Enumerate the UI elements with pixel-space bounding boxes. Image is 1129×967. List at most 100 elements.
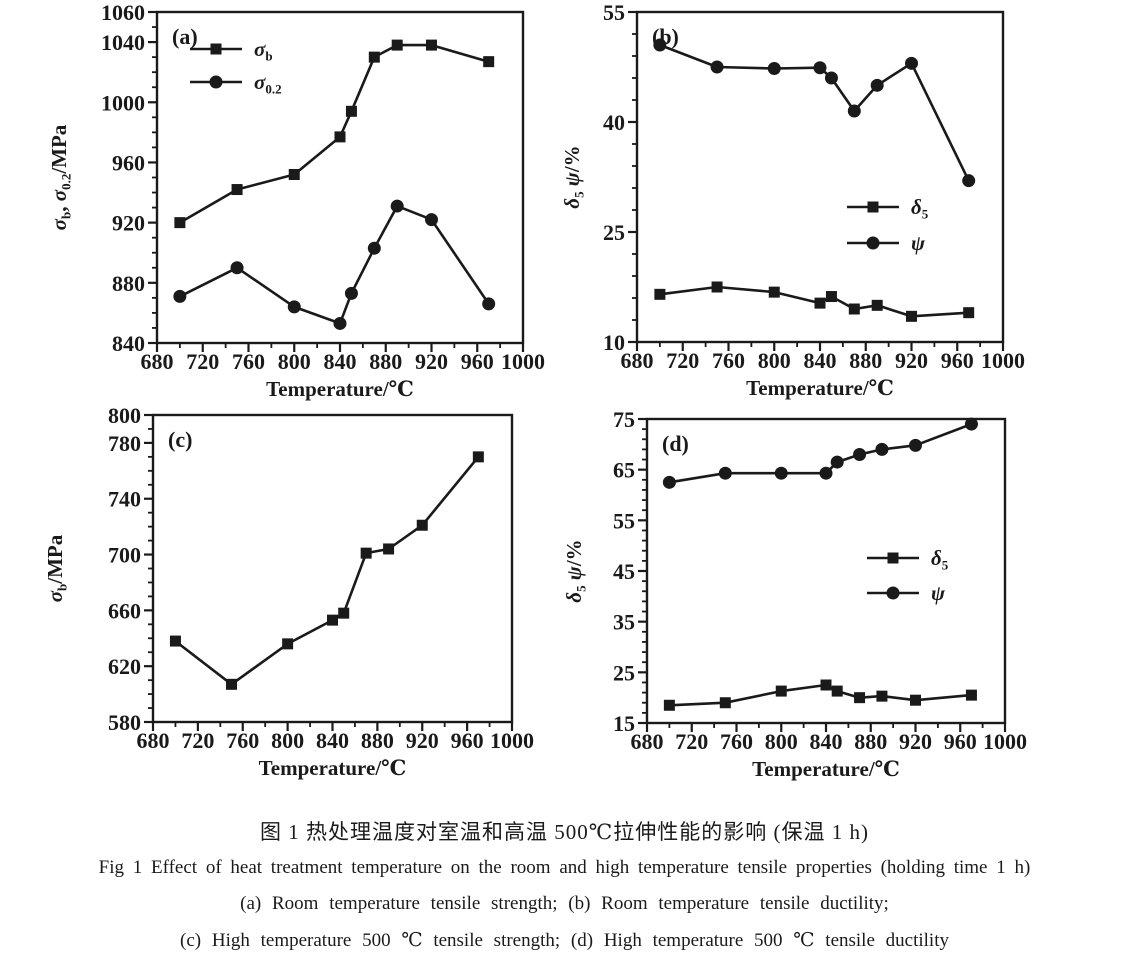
circle-marker xyxy=(886,586,900,600)
square-marker xyxy=(906,310,917,322)
chart-d-y-axis: 15 25 35 45 55 65 75 xyxy=(613,407,647,736)
chart-c-y-tick-label: 620 xyxy=(108,654,141,679)
circle-marker xyxy=(718,466,732,480)
caption-chinese: 图 1 热处理温度对室温和高温 500℃拉伸性能的影响 (保温 1 h) xyxy=(260,820,869,844)
chart-c-x-tick-label: 1000 xyxy=(490,728,534,753)
square-marker xyxy=(825,291,837,303)
circle-marker xyxy=(774,466,788,480)
circle-marker xyxy=(830,455,844,469)
caption-subpanels-ab: (a) Room temperature tensile strength; (… xyxy=(240,893,889,914)
chart-c-y-axis-title: σb/MPa xyxy=(43,534,70,602)
square-marker xyxy=(965,689,977,701)
chart-panel-c: 680 720 760 800 840 880 920 960 1000 Temperature/… xyxy=(0,400,565,820)
chart-c-y-tick-label: 740 xyxy=(108,487,141,512)
chart-panel-b: 680 720 760 800 840 880 920 960 1000 Temperature/… xyxy=(560,0,1129,400)
square-marker xyxy=(416,519,428,531)
square-marker xyxy=(867,201,879,213)
square-marker xyxy=(876,690,888,702)
circle-marker xyxy=(662,475,676,489)
chart-c-y-tick-label: 660 xyxy=(108,598,141,623)
chart-c-y-tick-label: 580 xyxy=(108,710,141,735)
caption-subpanels-cd: (c) High temperature 500 ℃ tensile stren… xyxy=(180,930,949,951)
square-marker xyxy=(831,685,843,697)
chart-d-x-tick-label: 760 xyxy=(720,729,753,754)
chart-d-y-axis-title: δ5 ψ/% xyxy=(562,539,589,602)
chart-b-x-tick-label: 800 xyxy=(758,348,791,373)
chart-a-y-tick-label: 880 xyxy=(112,271,145,296)
chart-c-x-axis: 680 720 760 800 840 880 920 960 1000 Temperature/… xyxy=(137,722,534,780)
circle-marker xyxy=(875,442,889,456)
chart-a-legend: σb σ0.2 xyxy=(190,37,282,97)
square-marker xyxy=(338,607,350,619)
series-line xyxy=(174,456,480,686)
square-marker xyxy=(231,184,243,196)
chart-b-series-1 xyxy=(653,38,976,188)
chart-c-y-tick-label: 780 xyxy=(108,431,141,456)
chart-c-y-tick-label: 700 xyxy=(108,543,141,568)
chart-d-x-tick-label: 680 xyxy=(631,729,664,754)
square-marker xyxy=(334,131,346,143)
chart-a-x-tick-label: 680 xyxy=(141,349,174,374)
square-marker xyxy=(663,699,675,711)
chart-a-series-1 xyxy=(173,199,496,330)
chart-a-legend-label-1: σ0.2 xyxy=(254,70,282,97)
chart-b-svg: 680 720 760 800 840 880 920 960 1000 Temperature/… xyxy=(560,0,1025,400)
chart-c-svg: 680 720 760 800 840 880 920 960 1000 Temperature/… xyxy=(43,403,534,780)
chart-d-y-tick-label: 15 xyxy=(613,711,635,736)
circle-marker xyxy=(333,316,347,330)
chart-a-x-tick-label: 960 xyxy=(461,349,494,374)
chart-b-x-tick-label: 960 xyxy=(941,348,974,373)
chart-a-y-tick-label: 920 xyxy=(112,211,145,236)
chart-c-x-axis-title: Temperature/℃ xyxy=(259,756,407,780)
square-marker xyxy=(871,299,883,311)
chart-a-panel-label: (a) xyxy=(172,24,198,49)
circle-marker xyxy=(173,289,187,303)
square-marker xyxy=(426,39,437,51)
chart-a-svg: 680 720 760 800 840 880 920 960 1000 Temperature/… xyxy=(47,0,545,401)
chart-d-legend: δ5 ψ xyxy=(867,546,949,605)
square-marker xyxy=(768,286,780,298)
chart-d-y-tick-label: 65 xyxy=(613,458,635,483)
circle-marker xyxy=(819,466,833,480)
chart-c-x-tick-label: 840 xyxy=(316,728,349,753)
chart-d-series-1 xyxy=(662,417,978,489)
chart-a-x-tick-label: 880 xyxy=(369,349,402,374)
square-marker xyxy=(327,614,338,626)
square-marker xyxy=(854,692,866,704)
chart-c-frame xyxy=(151,413,514,724)
chart-d-x-tick-label: 920 xyxy=(899,729,932,754)
chart-a-x-tick-label: 1000 xyxy=(501,349,545,374)
chart-c-x-tick-label: 800 xyxy=(271,728,304,753)
chart-d-legend-label-1: ψ xyxy=(931,581,946,605)
chart-d-y-tick-label: 25 xyxy=(613,660,635,685)
chart-d-x-tick-label: 840 xyxy=(810,729,843,754)
chart-panel-d: 680 720 760 800 840 880 920 960 1000 Temperature/… xyxy=(562,400,1129,820)
chart-a-y-axis: 840 880 920 960 1000 1040 1060 xyxy=(101,0,157,356)
circle-marker xyxy=(425,213,438,227)
chart-c-y-tick-label: 800 xyxy=(108,403,141,428)
series-line xyxy=(669,683,972,707)
chart-a-x-tick-label: 920 xyxy=(415,349,448,374)
square-marker xyxy=(848,303,860,315)
chart-b-y-tick-label: 25 xyxy=(603,220,625,245)
chart-b-x-axis: 680 720 760 800 840 880 920 960 1000 Temperature/… xyxy=(621,342,1025,400)
square-marker xyxy=(282,638,294,650)
square-marker xyxy=(210,43,222,55)
square-marker xyxy=(174,217,186,229)
chart-b-x-tick-label: 1000 xyxy=(981,348,1025,373)
circle-marker xyxy=(905,56,918,70)
chart-a-x-tick-label: 720 xyxy=(186,349,219,374)
square-marker xyxy=(910,694,921,706)
square-marker xyxy=(226,678,238,690)
chart-d-x-tick-label: 960 xyxy=(944,729,977,754)
chart-d-frame xyxy=(645,417,1007,725)
chart-d-x-tick-label: 720 xyxy=(675,729,708,754)
chart-a-y-tick-label: 1060 xyxy=(101,0,145,25)
chart-d-y-tick-label: 35 xyxy=(613,610,635,635)
circle-marker xyxy=(390,199,404,213)
square-marker xyxy=(820,679,832,691)
circle-marker xyxy=(287,300,301,314)
circle-marker xyxy=(230,261,244,275)
chart-a-series-0 xyxy=(174,39,495,229)
chart-c-x-tick-label: 680 xyxy=(137,728,170,753)
